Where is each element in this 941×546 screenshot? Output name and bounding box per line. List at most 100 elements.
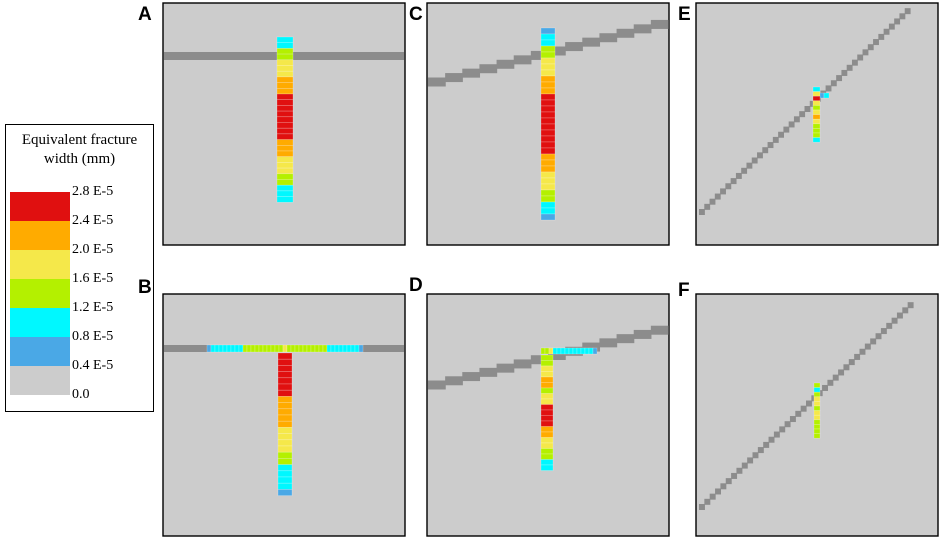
natural-fracture-segment [857, 54, 864, 61]
panel-label: F [678, 280, 690, 301]
fracture-cell [540, 404, 554, 411]
fracture-cell [540, 213, 556, 221]
natural-fracture-segment [873, 39, 879, 46]
natural-fracture-segment [548, 351, 566, 360]
fracture-cell [813, 405, 821, 411]
natural-fracture-segment [704, 203, 711, 210]
natural-fracture-segment [846, 64, 853, 71]
fracture-cell [540, 87, 556, 95]
natural-fracture-segment [822, 384, 828, 391]
legend-tick-label: 0.4 E-5 [72, 358, 114, 373]
fracture-cell [276, 179, 294, 186]
natural-fracture-segment [836, 75, 843, 82]
legend-swatch [10, 337, 70, 366]
fracture-cell [540, 420, 554, 427]
fracture-cell [314, 344, 320, 353]
fracture-cell [276, 70, 294, 78]
fracture-cell [262, 344, 268, 353]
fracture-cell [276, 110, 294, 118]
fracture-cell [350, 344, 356, 353]
legend-tick-label: 1.2 E-5 [72, 300, 114, 315]
natural-fracture-segment [875, 333, 882, 340]
natural-fracture-segment [616, 28, 635, 38]
fracture-cell [276, 127, 294, 135]
natural-fracture-segment [730, 178, 737, 185]
legend-swatch [10, 279, 70, 308]
natural-fracture-segment [762, 147, 769, 154]
natural-fracture-segment [513, 55, 532, 65]
fracture-cell [206, 344, 212, 353]
fracture-cell [540, 99, 556, 107]
fracture-cell [276, 145, 294, 152]
natural-fracture-segment [783, 126, 790, 133]
natural-fracture-segment [720, 483, 727, 490]
fracture-cell [813, 382, 821, 388]
fracture-cell [568, 347, 574, 355]
panel-b: B [138, 277, 406, 537]
fracture-cell [812, 128, 821, 134]
fracture-cell [540, 431, 554, 438]
natural-fracture-segment [741, 167, 748, 174]
fracture-cell [222, 344, 228, 353]
panel-e: E [678, 2, 939, 246]
natural-fracture-segment [445, 73, 463, 83]
natural-fracture-segment [896, 312, 903, 319]
natural-fracture-segment [582, 342, 601, 352]
natural-fracture-segment [720, 188, 726, 195]
legend-swatch [10, 192, 70, 221]
fracture-cell [560, 347, 566, 355]
fracture-cell [276, 53, 294, 61]
panel-a: A [138, 2, 406, 246]
fracture-cell [276, 196, 294, 203]
natural-fracture-segment [859, 348, 866, 355]
natural-fracture-segment [747, 457, 754, 464]
natural-fracture-segment [768, 436, 775, 443]
fracture-cell [540, 207, 556, 215]
fracture-cell [812, 114, 821, 120]
fracture-cell [258, 344, 264, 353]
fracture-cell [552, 347, 558, 355]
fracture-cell [277, 389, 293, 397]
fracture-cell [277, 352, 293, 360]
fracture-cell [540, 371, 554, 378]
natural-fracture-segment [704, 498, 711, 505]
fracture-cell [266, 344, 272, 353]
fracture-cell [334, 344, 340, 353]
fracture-cell [540, 398, 554, 405]
natural-fracture-segment [699, 209, 705, 215]
natural-fracture-segment [830, 80, 837, 87]
fracture-cell [322, 344, 328, 353]
natural-fracture-segment [825, 85, 832, 92]
fracture-cell [276, 93, 294, 100]
panel-label: B [138, 277, 152, 298]
natural-fracture-segment [599, 33, 618, 43]
natural-fracture-segment [767, 142, 774, 149]
fracture-cell [246, 344, 252, 353]
fracture-cell [254, 344, 260, 353]
fracture-cell [540, 365, 554, 372]
fracture-cell [580, 347, 586, 355]
fracture-cell [812, 109, 821, 115]
natural-fracture-segment [735, 172, 742, 179]
fracture-cell [540, 177, 556, 185]
fracture-cell [540, 183, 556, 191]
fracture-cell [276, 82, 294, 89]
fracture-cell [812, 95, 821, 102]
natural-fracture-segment [462, 68, 481, 78]
fracture-cell [584, 347, 590, 355]
fracture-cell [276, 139, 294, 146]
natural-fracture-segment [838, 369, 845, 376]
fracture-cell [540, 105, 556, 113]
fracture-cell [540, 111, 556, 119]
fracture-cell [540, 69, 556, 77]
natural-fracture-segment [633, 24, 652, 34]
fracture-cell [276, 122, 294, 129]
panel-label: E [678, 4, 691, 25]
natural-fracture-segment [741, 462, 748, 469]
fracture-cell [540, 382, 554, 389]
natural-fracture-segment [650, 325, 669, 335]
fracture-cell [813, 424, 821, 430]
fracture-cell [276, 173, 294, 180]
natural-fracture-segment [848, 359, 855, 366]
fracture-cell [210, 344, 216, 353]
